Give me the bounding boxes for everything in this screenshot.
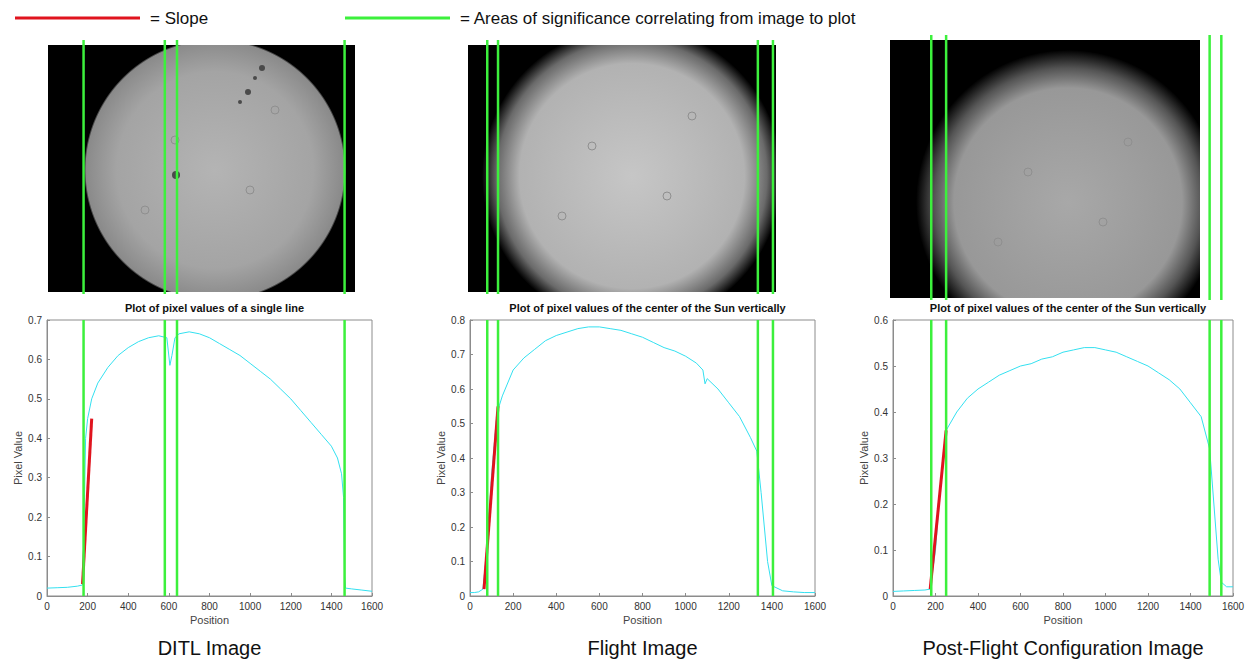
svg-text:Pixel Value: Pixel Value bbox=[12, 431, 24, 485]
svg-text:0: 0 bbox=[459, 591, 465, 602]
svg-text:600: 600 bbox=[591, 601, 608, 612]
svg-text:1200: 1200 bbox=[1137, 601, 1160, 612]
svg-text:0.7: 0.7 bbox=[28, 315, 42, 326]
svg-text:800: 800 bbox=[1055, 601, 1072, 612]
svg-text:1200: 1200 bbox=[718, 601, 741, 612]
svg-text:400: 400 bbox=[548, 601, 565, 612]
svg-text:0.4: 0.4 bbox=[28, 433, 42, 444]
svg-text:Plot of pixel values of the ce: Plot of pixel values of the center of th… bbox=[509, 302, 786, 314]
svg-text:0: 0 bbox=[36, 591, 42, 602]
svg-text:1400: 1400 bbox=[1179, 601, 1202, 612]
svg-text:1200: 1200 bbox=[280, 601, 303, 612]
svg-text:800: 800 bbox=[634, 601, 651, 612]
svg-text:1600: 1600 bbox=[361, 601, 384, 612]
svg-text:0.2: 0.2 bbox=[874, 499, 888, 510]
svg-text:0.8: 0.8 bbox=[451, 315, 465, 326]
svg-text:0.3: 0.3 bbox=[874, 453, 888, 464]
svg-text:Plot of pixel values of the ce: Plot of pixel values of the center of th… bbox=[930, 302, 1207, 314]
svg-text:Pixel Value: Pixel Value bbox=[435, 431, 447, 485]
svg-text:1000: 1000 bbox=[1094, 601, 1117, 612]
svg-text:600: 600 bbox=[161, 601, 178, 612]
svg-text:0: 0 bbox=[467, 601, 473, 612]
svg-text:0.3: 0.3 bbox=[28, 472, 42, 483]
svg-text:1000: 1000 bbox=[239, 601, 262, 612]
svg-text:800: 800 bbox=[201, 601, 218, 612]
svg-text:0: 0 bbox=[890, 601, 896, 612]
svg-text:200: 200 bbox=[79, 601, 96, 612]
svg-text:0.6: 0.6 bbox=[28, 354, 42, 365]
svg-text:200: 200 bbox=[505, 601, 522, 612]
svg-text:1600: 1600 bbox=[804, 601, 827, 612]
svg-text:Position: Position bbox=[190, 614, 229, 626]
svg-text:Flight Image: Flight Image bbox=[587, 637, 697, 659]
svg-text:1400: 1400 bbox=[761, 601, 784, 612]
svg-text:0.5: 0.5 bbox=[874, 361, 888, 372]
svg-text:0.6: 0.6 bbox=[451, 384, 465, 395]
svg-text:0.1: 0.1 bbox=[451, 556, 465, 567]
svg-text:1600: 1600 bbox=[1222, 601, 1245, 612]
svg-text:1400: 1400 bbox=[320, 601, 343, 612]
svg-text:Post-Flight Configuration Imag: Post-Flight Configuration Image bbox=[922, 637, 1203, 659]
svg-text:0.1: 0.1 bbox=[28, 551, 42, 562]
svg-text:Pixel Value: Pixel Value bbox=[858, 431, 870, 485]
svg-text:0: 0 bbox=[44, 601, 50, 612]
svg-text:= Slope: = Slope bbox=[150, 9, 208, 28]
svg-text:200: 200 bbox=[927, 601, 944, 612]
svg-text:0.6: 0.6 bbox=[874, 315, 888, 326]
svg-text:1000: 1000 bbox=[675, 601, 698, 612]
svg-text:600: 600 bbox=[1012, 601, 1029, 612]
svg-text:= Areas of significance correl: = Areas of significance correlating from… bbox=[460, 9, 856, 28]
svg-text:0.7: 0.7 bbox=[451, 349, 465, 360]
svg-text:0.3: 0.3 bbox=[451, 487, 465, 498]
svg-text:0.4: 0.4 bbox=[874, 407, 888, 418]
svg-text:0.1: 0.1 bbox=[874, 545, 888, 556]
svg-text:400: 400 bbox=[970, 601, 987, 612]
svg-text:0.4: 0.4 bbox=[451, 453, 465, 464]
svg-text:400: 400 bbox=[120, 601, 137, 612]
svg-text:Position: Position bbox=[1043, 614, 1082, 626]
svg-text:0: 0 bbox=[882, 591, 888, 602]
svg-text:DITL Image: DITL Image bbox=[158, 637, 262, 659]
svg-text:0.5: 0.5 bbox=[451, 418, 465, 429]
svg-text:0.2: 0.2 bbox=[451, 522, 465, 533]
svg-text:0.2: 0.2 bbox=[28, 512, 42, 523]
svg-text:0.5: 0.5 bbox=[28, 393, 42, 404]
svg-text:Plot of pixel values of a sing: Plot of pixel values of a single line bbox=[125, 302, 304, 314]
svg-text:Position: Position bbox=[623, 614, 662, 626]
